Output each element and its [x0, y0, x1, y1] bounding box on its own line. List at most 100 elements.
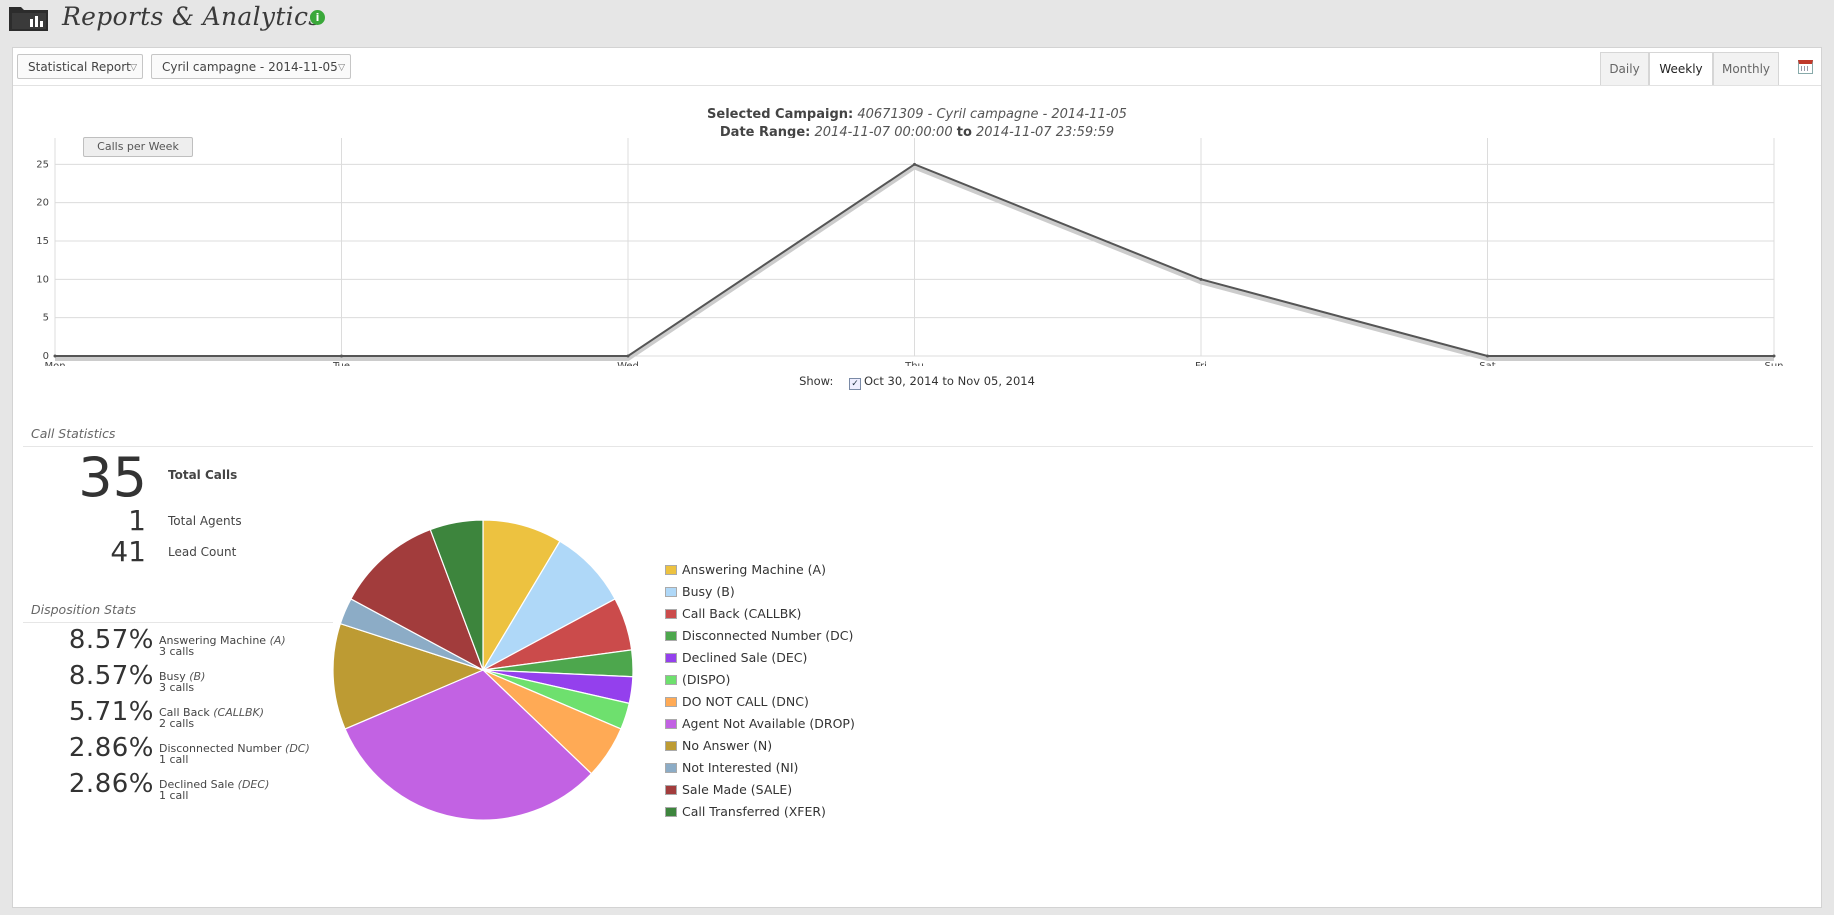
legend-label: Sale Made (SALE)	[682, 782, 793, 797]
list-item: 8.57% Busy (B) 3 calls	[29, 661, 349, 697]
y-tick-label: 15	[36, 236, 49, 247]
pie-slice[interactable]	[332, 622, 485, 730]
data-point[interactable]	[340, 354, 343, 358]
campaign-value: Cyril campagne - 2014-11-05	[162, 60, 338, 74]
info-icon[interactable]: i	[310, 10, 325, 25]
show-range-checkbox[interactable]: ✓	[849, 378, 861, 390]
legend-item: Sale Made (SALE)	[665, 782, 792, 797]
chevron-down-icon: ▽	[130, 63, 137, 73]
disposition-percent: 8.57%	[68, 661, 154, 691]
legend-label: (DISPO)	[682, 672, 731, 687]
legend-swatch	[665, 741, 677, 751]
pie-slice[interactable]	[344, 669, 593, 821]
disposition-code: (CALLBK)	[213, 706, 265, 719]
list-item: 8.57% Answering Machine (A) 3 calls	[29, 625, 349, 661]
reports-folder-icon	[9, 7, 48, 31]
x-tick-label: Thu	[904, 361, 924, 366]
campaign-dropdown[interactable]: Cyril campagne - 2014-11-05 ▽	[151, 54, 351, 79]
total-agents-label: Total Agents	[168, 514, 242, 528]
disposition-name: Call Back (CALLBK)	[159, 707, 264, 718]
legend-swatch	[665, 631, 677, 641]
x-tick-label: Mon	[44, 361, 65, 366]
legend-swatch	[665, 565, 677, 575]
tab-weekly[interactable]: Weekly	[1649, 52, 1713, 85]
date-range-label: Date Range:	[719, 125, 811, 140]
page-header: Reports & Analytics i	[0, 0, 1834, 46]
data-point[interactable]	[1772, 354, 1776, 358]
legend-swatch	[665, 609, 677, 619]
legend-swatch	[665, 763, 677, 773]
list-item: 2.86% Declined Sale (DEC) 1 call	[29, 769, 349, 805]
disposition-name: Busy (B)	[159, 671, 205, 682]
disposition-percent: 2.86%	[68, 733, 154, 763]
legend-label: Agent Not Available (DROP)	[682, 716, 855, 731]
campaign-info: 40671309 - Cyril campagne - 2014-11-05	[857, 107, 1127, 122]
divider	[23, 622, 333, 623]
y-tick-label: 25	[36, 159, 49, 170]
tab-monthly[interactable]: Monthly	[1713, 52, 1779, 85]
chevron-down-icon: ▽	[338, 63, 345, 73]
legend-item: Call Back (CALLBK)	[665, 606, 801, 621]
data-point[interactable]	[913, 162, 916, 166]
legend-label: Busy (B)	[682, 584, 735, 599]
legend-item: Declined Sale (DEC)	[665, 650, 807, 665]
show-label: Show:	[799, 374, 834, 388]
disposition-calls: 3 calls	[159, 681, 195, 694]
x-tick-label: Sat	[1479, 361, 1495, 366]
series-shadow	[55, 165, 1774, 361]
disposition-list: 8.57% Answering Machine (A) 3 calls 8.57…	[29, 625, 349, 915]
selected-campaign-line: Selected Campaign: 40671309 - Cyril camp…	[13, 106, 1821, 124]
pie-slice[interactable]	[350, 528, 485, 672]
list-item: 5.71% Call Back (CALLBK) 2 calls	[29, 697, 349, 733]
campaign-label: Selected Campaign:	[707, 107, 854, 122]
legend-label: Disconnected Number (DC)	[682, 628, 854, 643]
calls-line-chart: 051015202530MonTueWedThuFriSatSun	[36, 138, 1784, 366]
range-to: to	[956, 125, 972, 140]
report-type-value: Statistical Report	[28, 60, 131, 74]
legend-swatch	[665, 719, 677, 729]
data-point[interactable]	[53, 354, 57, 358]
legend-item: (DISPO)	[665, 672, 730, 687]
disposition-percent: 8.57%	[68, 625, 154, 655]
legend-label: DO NOT CALL (DNC)	[682, 694, 809, 709]
disposition-label: Call Back	[159, 706, 210, 719]
legend-label: Answering Machine (A)	[682, 562, 826, 577]
disposition-label: Disconnected Number	[159, 742, 282, 755]
y-tick-label: 5	[43, 313, 49, 324]
disposition-pie-chart	[332, 519, 634, 821]
legend-label: No Answer (N)	[682, 738, 773, 753]
legend-item: Busy (B)	[665, 584, 735, 599]
lead-count-value: 41	[110, 535, 146, 568]
tab-daily[interactable]: Daily	[1600, 52, 1649, 85]
show-range-label: Oct 30, 2014 to Nov 05, 2014	[864, 374, 1035, 388]
list-item: 2.86% Disconnected Number (DC) 1 call	[29, 733, 349, 769]
disposition-code: (DC)	[285, 742, 310, 755]
legend-label: Not Interested (NI)	[682, 760, 799, 775]
total-agents-value: 1	[128, 504, 146, 537]
report-type-dropdown[interactable]: Statistical Report ▽	[17, 54, 143, 79]
disposition-code: (DEC)	[237, 778, 270, 791]
total-calls-value: 35	[78, 446, 147, 509]
report-toolbar: Statistical Report ▽ Cyril campagne - 20…	[13, 48, 1821, 86]
disposition-label: Answering Machine	[159, 634, 267, 647]
disposition-label: Busy	[159, 670, 186, 683]
data-point[interactable]	[1486, 354, 1489, 358]
show-row: Show: ✓ Oct 30, 2014 to Nov 05, 2014	[13, 374, 1821, 390]
disposition-stats-title: Disposition Stats	[31, 602, 137, 617]
report-panel: Statistical Report ▽ Cyril campagne - 20…	[12, 47, 1822, 908]
series-legend-button[interactable]: Calls per Week	[83, 137, 193, 157]
disposition-name: Answering Machine (A)	[159, 635, 286, 646]
disposition-name: Declined Sale (DEC)	[159, 779, 269, 790]
legend-swatch	[665, 587, 677, 597]
legend-item: Not Interested (NI)	[665, 760, 798, 775]
total-calls-label: Total Calls	[168, 468, 238, 482]
disposition-name: Disconnected Number (DC)	[159, 743, 310, 754]
x-tick-label: Sun	[1764, 361, 1783, 366]
legend-item: Agent Not Available (DROP)	[665, 716, 855, 731]
data-point[interactable]	[1199, 277, 1203, 281]
data-point[interactable]	[626, 354, 630, 358]
legend-swatch	[665, 653, 677, 663]
calendar-icon[interactable]	[1798, 60, 1813, 74]
divider	[23, 446, 1813, 447]
pie-slice[interactable]	[429, 519, 484, 671]
